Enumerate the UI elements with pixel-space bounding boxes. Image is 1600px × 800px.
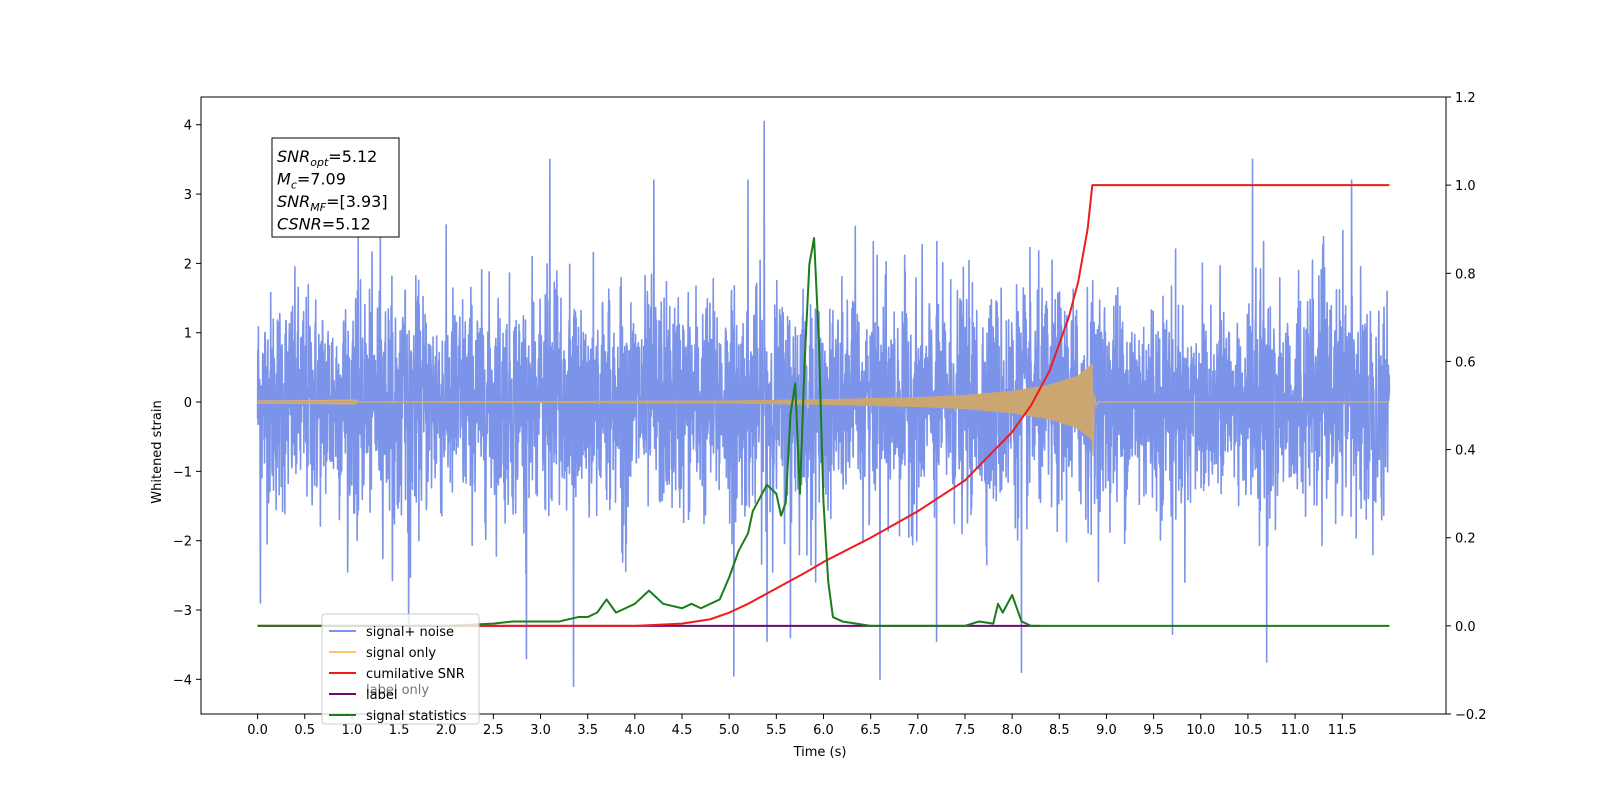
y-tick-label-left: −4 — [173, 673, 192, 688]
legend-label: label — [366, 688, 397, 703]
info-line: SNRMF=[3.93] — [277, 192, 388, 214]
x-tick-label: 7.5 — [955, 723, 976, 738]
legend-label: signal statistics — [366, 709, 467, 724]
x-tick-label: 6.0 — [813, 723, 834, 738]
y-tick-label-left: 2 — [184, 257, 192, 272]
y-tick-label-right: −0.2 — [1455, 708, 1487, 723]
legend-frame — [321, 613, 480, 725]
x-tick-label: 0.5 — [294, 723, 315, 738]
x-tick-label: 9.5 — [1143, 723, 1164, 738]
x-tick-label: 3.5 — [577, 723, 598, 738]
y-tick-label-left: 3 — [184, 188, 192, 203]
y-tick-label-right: 0.8 — [1455, 267, 1476, 282]
x-tick-label: 1.0 — [342, 723, 363, 738]
y-tick-label-right: 0.0 — [1455, 620, 1476, 635]
info-line: SNRopt=5.12 — [277, 147, 377, 169]
x-tick-label: 0.0 — [247, 723, 268, 738]
y-tick-label-right: 0.6 — [1455, 355, 1476, 370]
y-tick-label-left: 4 — [184, 119, 192, 134]
x-tick-label: 3.0 — [530, 723, 551, 738]
legend: label only signal+ noise signal only cumila… — [321, 613, 480, 725]
info-line: CSNR=5.12 — [277, 215, 371, 234]
y-tick-label-right: 1.0 — [1455, 179, 1476, 194]
y-tick-label-left: −2 — [173, 535, 192, 550]
x-tick-label: 4.0 — [625, 723, 646, 738]
series-signal-overlap — [257, 364, 1390, 457]
x-tick-label: 2.5 — [483, 723, 504, 738]
y-tick-label-right: 0.2 — [1455, 532, 1476, 547]
x-tick-label: 11.0 — [1281, 723, 1310, 738]
x-tick-label: 10.5 — [1233, 723, 1262, 738]
x-tick-label: 6.5 — [860, 723, 881, 738]
y-axis-label-left: Whitened strain — [150, 400, 165, 503]
legend-label: signal+ noise — [366, 625, 454, 640]
y-tick-label-right: 0.4 — [1455, 444, 1476, 459]
series-signal-noise — [256, 120, 1391, 688]
y-tick-label-left: 1 — [184, 327, 192, 342]
y-tick-label-left: −1 — [173, 465, 192, 480]
y-tick-label-left: 0 — [184, 396, 192, 411]
x-tick-label: 8.0 — [1002, 723, 1023, 738]
x-tick-label: 10.0 — [1186, 723, 1215, 738]
info-line: Mc=7.09 — [277, 170, 346, 192]
legend-hidden-label: label only — [366, 683, 429, 698]
axes-layer: 0.0 0.5 1.0 1.5 2.0 2.5 3.0 3.5 4.0 4.5 5.0 5.5 6.0 6… — [173, 91, 1487, 738]
x-tick-label: 7.0 — [907, 723, 928, 738]
x-tick-label: 11.5 — [1328, 723, 1357, 738]
info-box-frame — [271, 137, 400, 238]
x-tick-label: 8.5 — [1049, 723, 1070, 738]
x-tick-label: 5.0 — [719, 723, 740, 738]
x-tick-label: 5.5 — [766, 723, 787, 738]
y-tick-label-right: 1.2 — [1455, 91, 1476, 106]
series-signal-statistics — [257, 237, 1390, 627]
legend-label: cumilative SNR — [366, 667, 465, 682]
x-tick-label: 4.5 — [672, 723, 693, 738]
x-tick-label: 1.5 — [389, 723, 410, 738]
x-axis-label: Time (s) — [793, 745, 847, 760]
y-tick-label-left: −3 — [173, 604, 192, 619]
series-cumulative-snr — [257, 184, 1390, 627]
legend-label: signal only — [366, 646, 436, 661]
x-tick-label: 9.0 — [1096, 723, 1117, 738]
x-tick-label: 2.0 — [436, 723, 457, 738]
